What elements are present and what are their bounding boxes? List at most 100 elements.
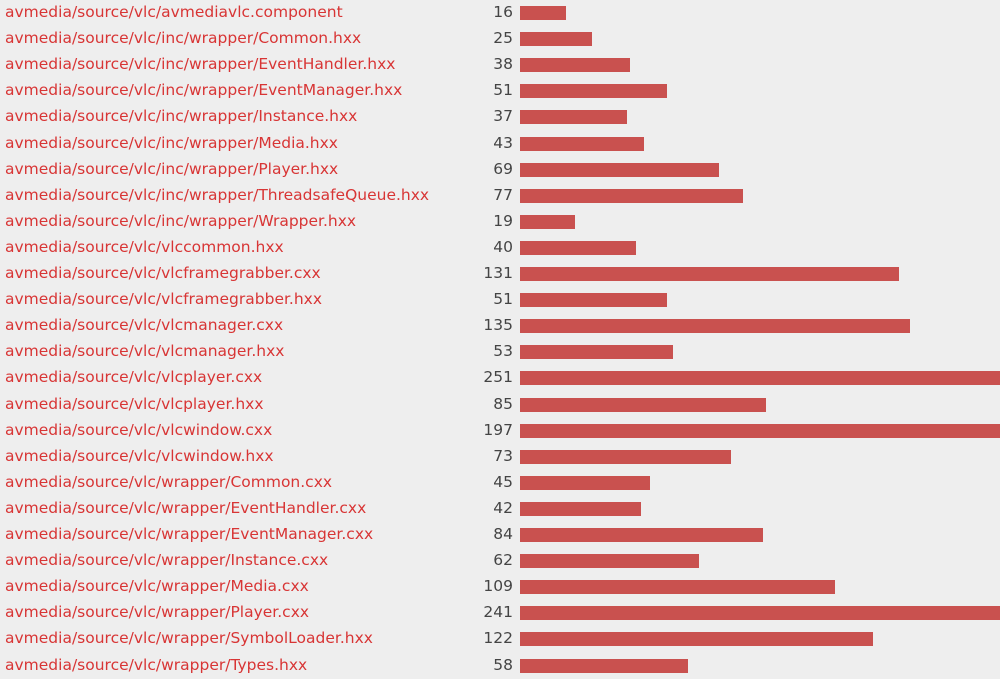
- file-link[interactable]: avmedia/source/vlc/avmediavlc.component: [5, 3, 343, 21]
- file-link[interactable]: avmedia/source/vlc/vlcwindow.hxx: [5, 446, 274, 465]
- file-row: avmedia/source/vlc/vlccommon.hxx 40: [0, 235, 1000, 261]
- bar: [520, 319, 911, 334]
- file-link[interactable]: avmedia/source/vlc/vlcmanager.hxx: [5, 342, 285, 361]
- file-link[interactable]: avmedia/source/vlc/wrapper/Instance.cxx: [5, 551, 329, 570]
- file-row: avmedia/source/vlc/inc/wrapper/Common.hx…: [0, 26, 1000, 52]
- line-count: 25: [493, 29, 513, 48]
- file-link[interactable]: avmedia/source/vlc/vlcframegrabber.hxx: [5, 290, 323, 309]
- file-row: avmedia/source/vlc/vlcplayer.cxx 251: [0, 365, 1000, 391]
- file-row: avmedia/source/vlc/vlcwindow.cxx 197: [0, 418, 1000, 444]
- file-link[interactable]: avmedia/source/vlc/wrapper/Types.hxx: [5, 655, 308, 674]
- file-link[interactable]: avmedia/source/vlc/vlcframegrabber.cxx: [5, 264, 321, 282]
- bar: [520, 345, 674, 360]
- file-row: avmedia/source/vlc/wrapper/Player.cxx 241: [0, 600, 1000, 626]
- file-row: avmedia/source/vlc/wrapper/EventManager.…: [0, 522, 1000, 548]
- line-count: 45: [493, 472, 513, 491]
- line-count: 38: [493, 55, 513, 74]
- line-count: 37: [493, 107, 513, 126]
- bar: [520, 188, 743, 203]
- file-link[interactable]: avmedia/source/vlc/inc/wrapper/Wrapper.h…: [5, 211, 357, 230]
- line-count: 69: [493, 159, 513, 178]
- line-count: 135: [483, 316, 513, 335]
- bar: [520, 397, 766, 412]
- line-count: 77: [493, 185, 513, 204]
- line-count: 84: [493, 525, 513, 543]
- file-link[interactable]: avmedia/source/vlc/wrapper/SymbolLoader.…: [5, 629, 373, 648]
- line-count: 109: [483, 577, 513, 596]
- file-link[interactable]: avmedia/source/vlc/vlcmanager.cxx: [5, 316, 284, 335]
- file-row: avmedia/source/vlc/wrapper/SymbolLoader.…: [0, 626, 1000, 652]
- bar: [520, 6, 567, 20]
- file-row: avmedia/source/vlc/vlcplayer.hxx 85: [0, 392, 1000, 418]
- line-count: 51: [493, 81, 513, 100]
- bar: [520, 58, 630, 73]
- file-row: avmedia/source/vlc/wrapper/Types.hxx 58: [0, 653, 1000, 679]
- file-link[interactable]: avmedia/source/vlc/inc/wrapper/Media.hxx: [5, 133, 338, 152]
- bar: [520, 475, 651, 490]
- line-count: 241: [483, 603, 513, 622]
- line-count: 58: [493, 655, 513, 674]
- file-link[interactable]: avmedia/source/vlc/wrapper/EventHandler.…: [5, 498, 367, 517]
- bar: [520, 449, 731, 464]
- bar: [520, 371, 1000, 386]
- bar: [520, 32, 593, 47]
- line-count: 73: [493, 446, 513, 465]
- line-count: 40: [493, 237, 513, 256]
- file-row: avmedia/source/vlc/wrapper/EventHandler.…: [0, 496, 1000, 522]
- file-row: avmedia/source/vlc/inc/wrapper/EventHand…: [0, 52, 1000, 78]
- bar: [520, 554, 700, 569]
- line-count: 122: [483, 629, 513, 648]
- line-count: 251: [483, 368, 513, 387]
- line-count: 51: [493, 290, 513, 309]
- file-link[interactable]: avmedia/source/vlc/vlcplayer.hxx: [5, 394, 264, 413]
- bar: [520, 658, 688, 673]
- file-row: avmedia/source/vlc/inc/wrapper/Wrapper.h…: [0, 209, 1000, 235]
- file-link[interactable]: avmedia/source/vlc/wrapper/Player.cxx: [5, 603, 310, 622]
- file-link[interactable]: avmedia/source/vlc/vlcwindow.cxx: [5, 420, 273, 439]
- file-link[interactable]: avmedia/source/vlc/inc/wrapper/Player.hx…: [5, 159, 339, 178]
- file-row: avmedia/source/vlc/avmediavlc.component 1…: [0, 0, 1000, 26]
- file-link[interactable]: avmedia/source/vlc/wrapper/EventManager.…: [5, 525, 374, 543]
- bar: [520, 423, 1000, 438]
- file-link[interactable]: avmedia/source/vlc/inc/wrapper/EventMana…: [5, 81, 403, 100]
- line-count: 85: [493, 394, 513, 413]
- file-link[interactable]: avmedia/source/vlc/inc/wrapper/Common.hx…: [5, 29, 362, 48]
- bar: [520, 162, 720, 177]
- file-link[interactable]: avmedia/source/vlc/wrapper/Common.cxx: [5, 472, 333, 491]
- line-count: 131: [483, 264, 513, 282]
- line-count: 197: [483, 420, 513, 439]
- file-link[interactable]: avmedia/source/vlc/inc/wrapper/Threadsaf…: [5, 185, 430, 204]
- file-link[interactable]: avmedia/source/vlc/inc/wrapper/Instance.…: [5, 107, 358, 126]
- file-link[interactable]: avmedia/source/vlc/inc/wrapper/EventHand…: [5, 55, 396, 74]
- file-row: avmedia/source/vlc/inc/wrapper/Threadsaf…: [0, 183, 1000, 209]
- line-count: 19: [493, 211, 513, 230]
- bar: [520, 110, 627, 125]
- file-row: avmedia/source/vlc/inc/wrapper/Instance.…: [0, 104, 1000, 130]
- bar: [520, 267, 899, 281]
- bar: [520, 606, 1000, 621]
- line-count: 62: [493, 551, 513, 570]
- line-count: 16: [493, 3, 513, 21]
- file-link[interactable]: avmedia/source/vlc/vlcplayer.cxx: [5, 368, 263, 387]
- bar: [520, 214, 575, 229]
- file-row: avmedia/source/vlc/vlcwindow.hxx 73: [0, 444, 1000, 470]
- file-row: avmedia/source/vlc/vlcframegrabber.hxx 51: [0, 287, 1000, 313]
- bar: [520, 580, 835, 595]
- file-link[interactable]: avmedia/source/vlc/wrapper/Media.cxx: [5, 577, 309, 596]
- bar: [520, 528, 763, 542]
- line-count: 42: [493, 498, 513, 517]
- file-row: avmedia/source/vlc/vlcmanager.hxx 53: [0, 339, 1000, 365]
- file-row: avmedia/source/vlc/inc/wrapper/Media.hxx…: [0, 131, 1000, 157]
- bar: [520, 84, 668, 99]
- bar: [520, 501, 642, 516]
- file-link[interactable]: avmedia/source/vlc/vlccommon.hxx: [5, 237, 284, 256]
- file-row: avmedia/source/vlc/vlcframegrabber.cxx 13…: [0, 261, 1000, 287]
- bar: [520, 240, 636, 255]
- bar: [520, 632, 873, 647]
- file-row: avmedia/source/vlc/vlcmanager.cxx 135: [0, 313, 1000, 339]
- bar: [520, 136, 645, 151]
- file-row: avmedia/source/vlc/inc/wrapper/EventMana…: [0, 78, 1000, 104]
- file-row: avmedia/source/vlc/wrapper/Instance.cxx 6…: [0, 548, 1000, 574]
